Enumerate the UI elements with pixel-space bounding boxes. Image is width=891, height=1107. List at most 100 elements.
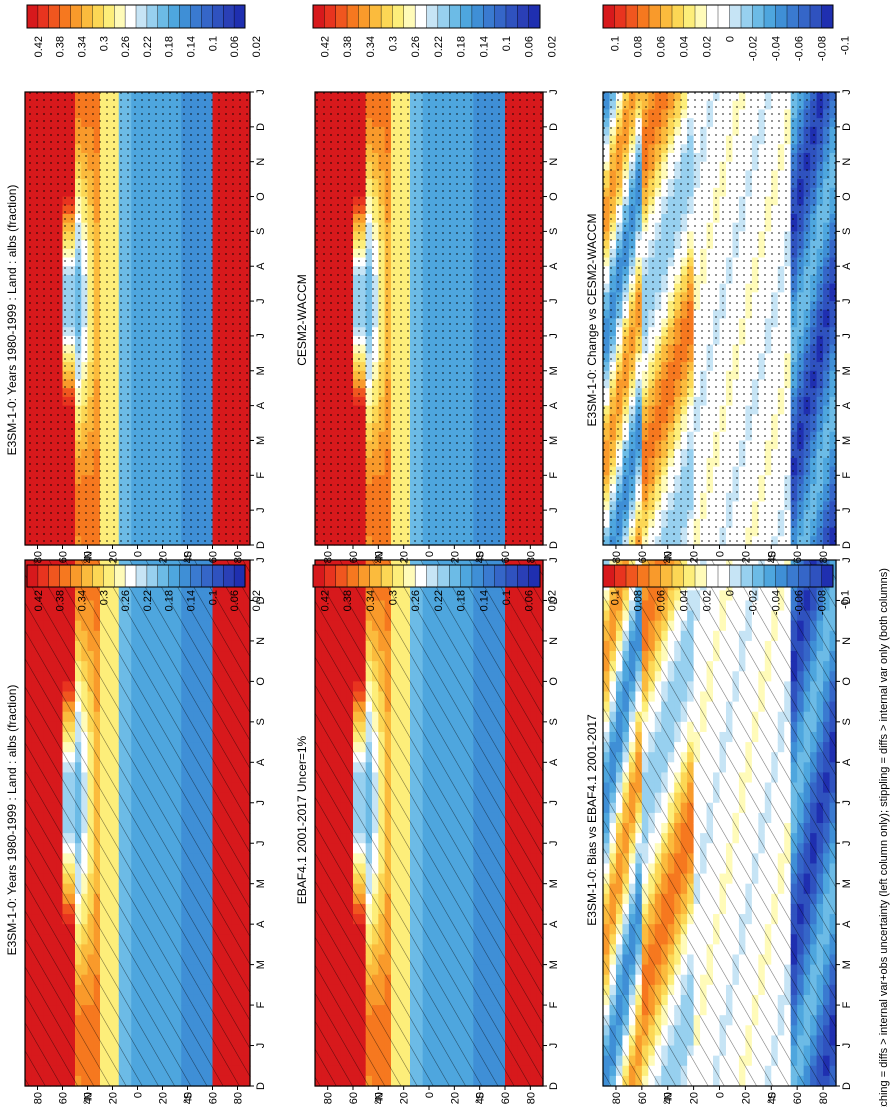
hemisphere-label: °S <box>183 551 195 563</box>
hemisphere-label: °N <box>83 1092 95 1104</box>
x-tick-label: J <box>255 507 267 512</box>
figure-caption: hatching = diffs > internal var+obs unce… <box>878 568 890 1107</box>
colorbar-swatch <box>179 564 192 588</box>
colorbar-label: 0.42 <box>33 590 45 611</box>
x-tick-label: J <box>255 1043 267 1049</box>
colorbar-swatch <box>201 564 213 588</box>
colorbar: 0.42 0.38 0.34 0.3 0.26 0.22 0.18 0.14 0.1 0.06 0.… <box>26 4 263 57</box>
x-tick-label: F <box>255 1001 267 1008</box>
colorbar-swatch <box>233 4 246 29</box>
x-tick-label: F <box>255 472 267 479</box>
colorbar-swatch <box>81 4 93 29</box>
colorbar-label: 0.34 <box>77 36 89 57</box>
colorbar-swatch <box>190 564 202 588</box>
x-tick-label: M <box>255 366 267 375</box>
y-tick-label: 80 <box>233 551 245 563</box>
y-tick-label: 60 <box>58 1092 70 1104</box>
y-tick-label: 20 <box>158 551 170 563</box>
colorbar-swatch <box>59 4 72 29</box>
colorbar-swatch <box>59 564 72 588</box>
x-tick-label: J <box>255 333 267 339</box>
colorbar-swatch <box>26 4 39 29</box>
colorbar-label: 0.02 <box>251 590 263 611</box>
colorbar-swatch <box>201 4 213 29</box>
colorbar-swatch <box>233 564 246 588</box>
colorbar-swatch <box>124 4 137 29</box>
colorbar-swatch <box>113 564 126 588</box>
colorbar: 0.42 0.38 0.34 0.3 0.26 0.22 0.18 0.14 0.1 0.06 0.… <box>26 564 263 611</box>
hemisphere-label: °N <box>83 551 95 563</box>
x-tick-label: D <box>255 123 267 131</box>
x-tick-label: M <box>255 436 267 445</box>
y-tick-label: 40 <box>183 1092 195 1104</box>
hemisphere-label: °S <box>183 1092 195 1104</box>
x-tick-label: D <box>255 596 267 604</box>
colorbar-swatch <box>157 4 170 29</box>
colorbar-label: 0.14 <box>186 36 198 57</box>
y-tick-label: 60 <box>58 551 70 563</box>
colorbar-swatch <box>135 4 148 29</box>
hatching-overlay <box>25 560 250 1086</box>
colorbar-swatch <box>92 564 104 588</box>
colorbar-swatch <box>212 564 224 588</box>
x-tick-label: A <box>255 758 267 766</box>
colorbar-swatch <box>48 564 61 588</box>
y-tick-label: 80 <box>233 1092 245 1104</box>
colorbar-swatch <box>146 564 159 588</box>
x-tick-label: S <box>255 228 267 235</box>
x-tick-label: N <box>255 158 267 166</box>
colorbar-label: 0.1 <box>207 36 219 51</box>
x-tick-label: M <box>255 960 267 969</box>
colorbar-swatch <box>179 4 192 29</box>
colorbar-label: 0.3 <box>98 36 110 51</box>
colorbar-swatch <box>222 564 235 588</box>
colorbar-label: 0.38 <box>55 36 67 57</box>
colorbar-swatch <box>103 4 115 29</box>
x-tick-label: D <box>255 541 267 549</box>
x-tick-label: J <box>255 298 267 304</box>
y-tick-label: 0 <box>133 1092 145 1098</box>
x-tick-label: S <box>255 718 267 725</box>
colorbar-swatch <box>135 564 148 588</box>
x-tick-label: J <box>255 840 267 846</box>
y-tick-label: 0 <box>133 551 145 557</box>
colorbar-label: 0.34 <box>77 590 89 611</box>
colorbar-label: 0.22 <box>142 36 154 57</box>
x-tick-label: A <box>255 920 267 928</box>
colorbar-swatch <box>92 4 104 29</box>
colorbar-label: 0.14 <box>186 590 198 611</box>
panel-title: E3SM-1-0: Years 1980-1999 : Land : albs … <box>5 185 19 456</box>
x-tick-label: J <box>255 800 267 806</box>
colorbar-label: 0.06 <box>229 590 241 611</box>
x-tick-label: A <box>255 262 267 270</box>
x-tick-label: J <box>255 557 267 563</box>
colorbar-frame <box>26 4 246 29</box>
y-tick-label: 20 <box>158 1092 170 1104</box>
colorbar-label: 0.1 <box>207 590 219 605</box>
x-tick-label: O <box>255 192 267 201</box>
x-tick-label: N <box>255 637 267 645</box>
y-tick-label: 60 <box>208 551 220 563</box>
stippling-overlay <box>25 92 250 545</box>
colorbar-swatch <box>81 564 93 588</box>
y-tick-label: 80 <box>33 551 45 563</box>
colorbar-label: 0.42 <box>33 36 45 57</box>
colorbar-label: 0.38 <box>55 590 67 611</box>
y-tick-label: 40 <box>183 551 195 563</box>
x-tick-label: J <box>255 89 267 95</box>
x-tick-label: M <box>255 879 267 888</box>
colorbar-swatch <box>48 4 61 29</box>
y-tick-label: 80 <box>33 1092 45 1104</box>
colorbar-swatch <box>124 564 137 588</box>
colorbar-label: 0.18 <box>164 590 176 611</box>
colorbar-swatch <box>146 4 159 29</box>
colorbar-swatch <box>26 564 39 588</box>
colorbar-swatch <box>113 4 126 29</box>
colorbar-swatch <box>212 4 224 29</box>
panel-title: E3SM-1-0: Years 1980-1999 : Land : albs … <box>5 685 19 956</box>
y-tick-label: 40 <box>83 1092 95 1104</box>
x-tick-label: O <box>255 677 267 686</box>
colorbar-swatch <box>157 564 170 588</box>
